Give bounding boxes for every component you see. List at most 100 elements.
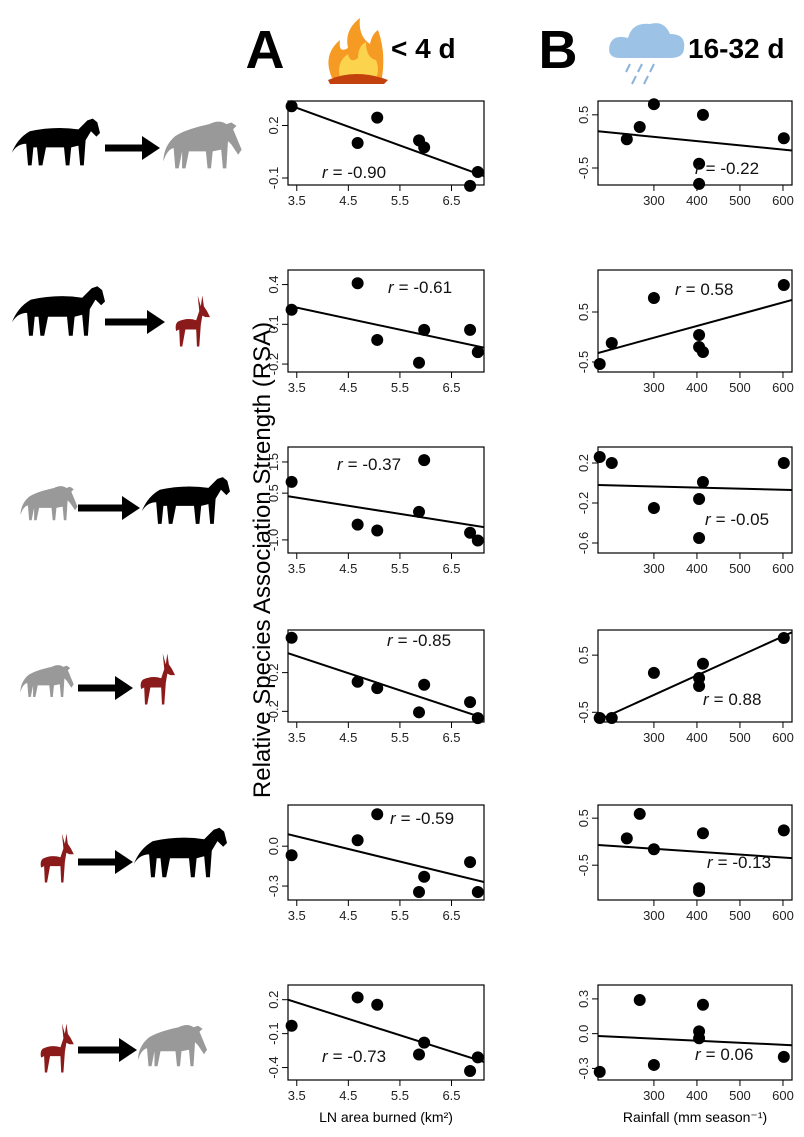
plot-frame [287,269,485,373]
y-tick-label: -0.5 [576,351,591,373]
y-axis-label: Relative Species Association Strength (R… [249,322,276,798]
correlation-label: r = -0.73 [322,1047,386,1066]
scatter-panel: 300 400 500 600 -0.5 0.5 r = 0.88 [576,629,794,745]
x-tick-label: 500 [729,561,751,576]
y-tick-label: 0.5 [576,303,591,321]
data-point [464,856,477,869]
x-tick-label: 4.5 [339,193,357,208]
y-tick-label: -0.5 [576,157,591,179]
data-point [633,807,646,820]
y-tick-label: 0.2 [266,991,281,1009]
y-tick-label: -0.1 [266,1022,281,1044]
data-point [351,834,364,847]
data-point [593,451,606,463]
data-point [413,356,426,369]
correlation-symbol: r [390,809,397,828]
data-point [593,712,606,724]
data-point [620,832,633,845]
wildebeest-icon [20,665,74,697]
correlation-symbol: r [695,159,702,178]
correlation-label: r = -0.85 [387,631,451,650]
plot-frame [287,100,485,186]
plot-frame [287,804,485,901]
trend-line [288,652,484,720]
panel-lag: < 4 d [391,33,456,64]
correlation-value: = -0.59 [401,809,454,828]
x-tick-label: 3.5 [288,561,306,576]
correlation-symbol: r [695,1045,702,1064]
x-tick-label: 600 [772,193,794,208]
trend-line [288,304,484,349]
x-tick-label: 6.5 [442,1088,460,1103]
correlation-value: = -0.73 [333,1047,386,1066]
wildebeest-icon [20,486,78,521]
correlation-value: = 0.58 [686,280,734,299]
plot-frame [597,269,793,373]
trend-line [288,103,484,178]
x-tick-label: 300 [643,730,665,745]
data-point [285,1019,298,1032]
wildebeest-icon [163,121,242,169]
data-point [471,712,484,725]
x-tick-label: 400 [686,380,708,395]
x-tick-label: 300 [643,380,665,395]
x-tick-label: 500 [729,380,751,395]
x-tick-label: 3.5 [288,193,306,208]
data-point [285,849,298,862]
data-point [418,1036,431,1049]
data-point [693,177,706,190]
data-point [693,329,706,341]
trend-line [288,998,484,1063]
y-tick-label: -0.6 [576,532,591,554]
correlation-value: = -0.61 [399,278,452,297]
arrowhead [122,496,140,520]
data-point [285,100,298,113]
correlation-symbol: r [387,631,394,650]
correlation-label: r = -0.59 [390,809,454,828]
x-tick-label: 5.5 [391,561,409,576]
scatter-panel: 3.5 4.5 5.5 6.5 -0.3 0.0 r = -0.59 [266,804,485,923]
data-point [418,454,431,467]
scatter-panel: 3.5 4.5 5.5 6.5 -0.4 -0.1 0.2 r = -0.73 [266,984,485,1103]
x-tick-label: 500 [729,908,751,923]
data-point [351,518,364,531]
x-tick-label: 6.5 [442,380,460,395]
data-point [351,991,364,1004]
x-tick-label: 5.5 [391,730,409,745]
correlation-value: = 0.06 [706,1045,754,1064]
arrowhead [119,1038,137,1062]
data-point [696,476,709,488]
data-point [696,657,709,670]
data-point [696,998,709,1011]
correlation-symbol: r [703,690,710,709]
data-point [693,157,706,170]
y-tick-label: -0.2 [266,353,281,375]
data-point [413,706,426,719]
y-tick-label: -0.5 [576,854,591,876]
impala-icon [40,1023,74,1073]
plot-frame [287,446,485,554]
x-tick-label: 3.5 [288,380,306,395]
plot-frame [287,629,485,723]
zebra-icon [141,477,230,524]
arrowheads [115,136,165,1062]
data-point [418,870,431,883]
x-tick-label: 3.5 [288,1088,306,1103]
data-point [285,631,298,644]
raindrop [631,75,637,85]
data-point [471,534,484,547]
arrowhead [147,310,165,334]
correlation-symbol: r [707,853,714,872]
correlation-symbol: r [705,510,712,529]
data-point [464,696,477,709]
trend-line [288,495,484,529]
data-point [471,886,484,899]
data-point [696,827,709,840]
y-tick-label: 0.5 [576,106,591,124]
correlation-label: r = -0.61 [388,278,452,297]
data-point [777,1050,790,1063]
x-tick-label: 400 [686,730,708,745]
x-tick-label: 500 [729,1088,751,1103]
data-point [777,279,790,291]
correlation-label: r = -0.05 [705,510,769,529]
